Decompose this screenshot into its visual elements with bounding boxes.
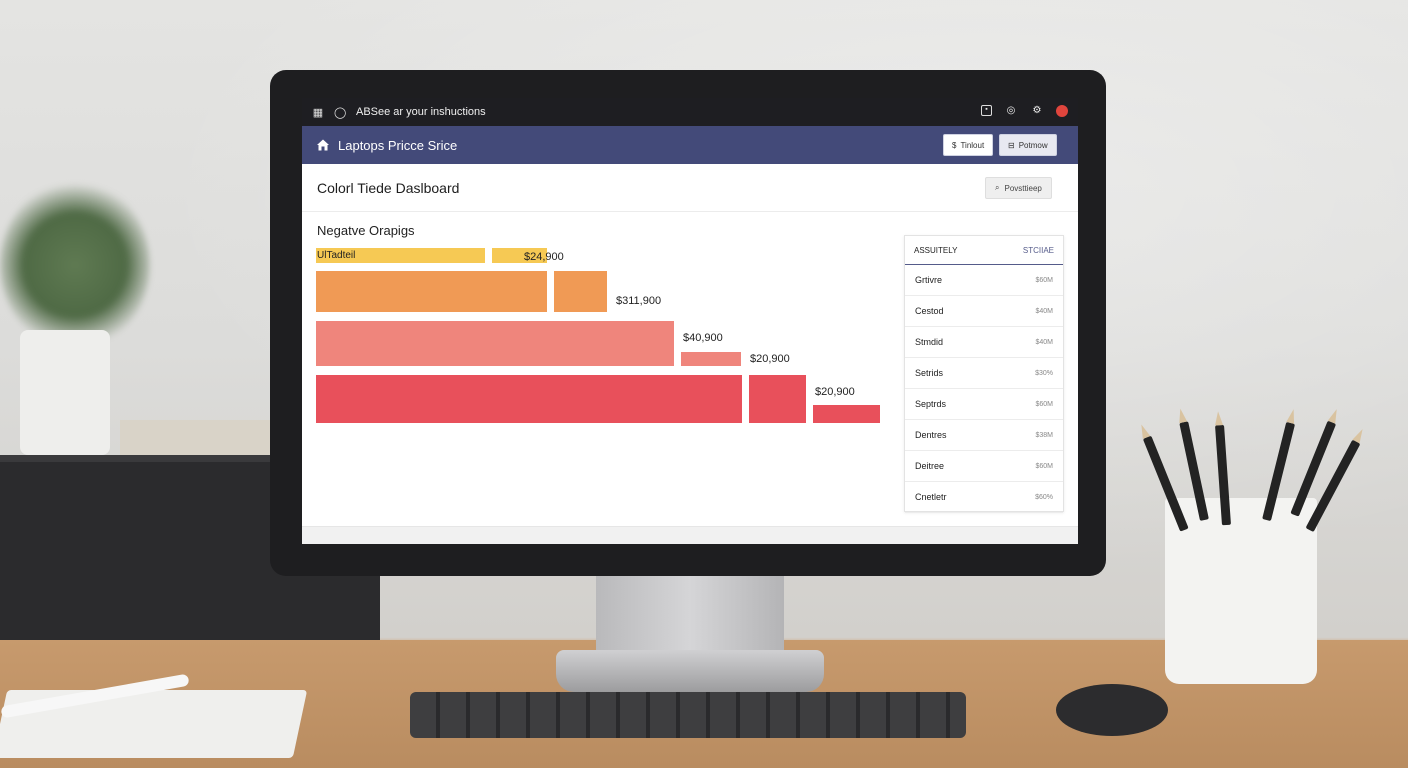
shelf-books xyxy=(120,420,290,460)
panel-row-value: $30% xyxy=(1035,369,1053,377)
panel-row-label: Setrids xyxy=(915,368,944,378)
app-title: Laptops Pricce Srice xyxy=(338,137,458,153)
keyboard xyxy=(410,692,966,738)
window-titlebar: ▦ ◯ ABSee ar your inshuctions ▪ ◎ ⚙ xyxy=(302,98,1078,126)
panel-header: ASSUITELY STCIIAE xyxy=(905,236,1063,265)
dollar-icon: $ xyxy=(952,140,957,150)
panel-row[interactable]: Cnetletr $60% xyxy=(905,482,1063,513)
bar-value-label: $20,900 xyxy=(750,353,790,365)
bar-value-label: $20,900 xyxy=(815,386,855,398)
app-header-bar: Laptops Pricce Srice $ Tinlout ⊟ Potmow xyxy=(302,126,1078,164)
panel-row-value: $60M xyxy=(1035,400,1053,408)
bar[interactable] xyxy=(492,248,547,263)
bar[interactable] xyxy=(316,321,674,366)
search-icon: ⌕ xyxy=(995,183,1000,192)
bar[interactable] xyxy=(316,248,485,263)
panel-row[interactable]: Grtivre $60M xyxy=(905,265,1063,296)
appbar-button-secondary-label: Potmow xyxy=(1018,140,1048,150)
footer-band xyxy=(302,526,1078,544)
panel-header-right: STCIIAE xyxy=(1022,245,1054,255)
bar[interactable] xyxy=(813,405,880,423)
panel-row-value: $40M xyxy=(1035,338,1053,346)
bar-value-label: $40,900 xyxy=(683,332,723,344)
panel-row[interactable]: Dentres $38M xyxy=(905,420,1063,451)
plant-decoration xyxy=(0,180,150,350)
window-icon[interactable]: ▪ xyxy=(981,105,992,116)
grid-icon[interactable]: ▦ xyxy=(312,106,324,119)
monitor-stand-base xyxy=(556,650,824,692)
panel-header-left: ASSUITELY xyxy=(914,245,958,255)
appbar-button-secondary[interactable]: ⊟ Potmow xyxy=(999,134,1057,156)
monitor-stand xyxy=(596,575,784,655)
page-title: Colorl Tiede Daslboard xyxy=(317,179,460,196)
search-button-label: Povsttieep xyxy=(1004,183,1042,193)
plant-pot xyxy=(20,330,110,455)
page-header: Colorl Tiede Daslboard ⌕ Povsttieep xyxy=(302,164,1078,212)
window-title: ABSee ar your inshuctions xyxy=(356,106,486,118)
summary-panel: ASSUITELY STCIIAE Grtivre $60M Cestod $40M S… xyxy=(904,235,1064,513)
bar-value-label: $24,900 xyxy=(524,251,564,263)
panel-row-label: Stmdid xyxy=(915,337,944,347)
bar[interactable] xyxy=(316,271,547,312)
panel-row[interactable]: Stmdid $40M xyxy=(905,327,1063,358)
lock-icon: ⊟ xyxy=(1008,140,1015,150)
panel-row-label: Cnetletr xyxy=(915,492,947,502)
pencil-cup xyxy=(1165,498,1317,684)
bar[interactable] xyxy=(316,375,742,423)
panel-row-label: Septrds xyxy=(915,399,947,409)
panel-row[interactable]: Setrids $30% xyxy=(905,358,1063,389)
panel-row-value: $60M xyxy=(1035,276,1053,284)
circle-icon[interactable]: ◯ xyxy=(334,106,347,119)
bar[interactable] xyxy=(749,375,806,423)
settings-icon[interactable]: ⚙ xyxy=(1032,105,1042,116)
panel-row-label: Dentres xyxy=(915,430,947,440)
search-button[interactable]: ⌕ Povsttieep xyxy=(985,177,1052,199)
bar-chart: $37,900$30,900$24,900$311,900$40,900$20,… xyxy=(302,248,902,488)
instagram-icon[interactable]: ◎ xyxy=(1006,105,1016,116)
mouse xyxy=(1056,684,1168,736)
record-icon[interactable] xyxy=(1056,105,1068,117)
panel-row-value: $38M xyxy=(1035,431,1053,439)
panel-row-value: $60% xyxy=(1035,493,1053,501)
panel-row[interactable]: Deitree $60M xyxy=(905,451,1063,482)
appbar-button-primary[interactable]: $ Tinlout xyxy=(943,134,994,156)
panel-rows: Grtivre $60M Cestod $40M Stmdid $40M Setrids $3… xyxy=(905,265,1063,513)
panel-row-value: $60M xyxy=(1035,462,1053,470)
bar[interactable] xyxy=(681,352,741,366)
chart-subtitle: UlTadteil xyxy=(317,250,356,261)
panel-row[interactable]: Septrds $60M xyxy=(905,389,1063,420)
chart-title: Negatve Orapigs xyxy=(317,223,415,238)
panel-row[interactable]: Cestod $40M xyxy=(905,296,1063,327)
cabinet-top xyxy=(0,455,380,465)
bar-value-label: $311,900 xyxy=(616,295,661,307)
screen: ▦ ◯ ABSee ar your inshuctions ▪ ◎ ⚙ Lapt… xyxy=(302,98,1078,544)
panel-row-value: $40M xyxy=(1035,307,1053,315)
bar[interactable] xyxy=(554,271,607,312)
appbar-button-primary-label: Tinlout xyxy=(960,140,985,150)
panel-row-label: Cestod xyxy=(915,306,944,316)
panel-row-label: Deitree xyxy=(915,461,945,471)
chart-svg: $37,900$30,900$24,900$311,900$40,900$20,… xyxy=(316,248,880,423)
panel-row-label: Grtivre xyxy=(915,275,942,285)
home-icon[interactable] xyxy=(316,138,330,152)
